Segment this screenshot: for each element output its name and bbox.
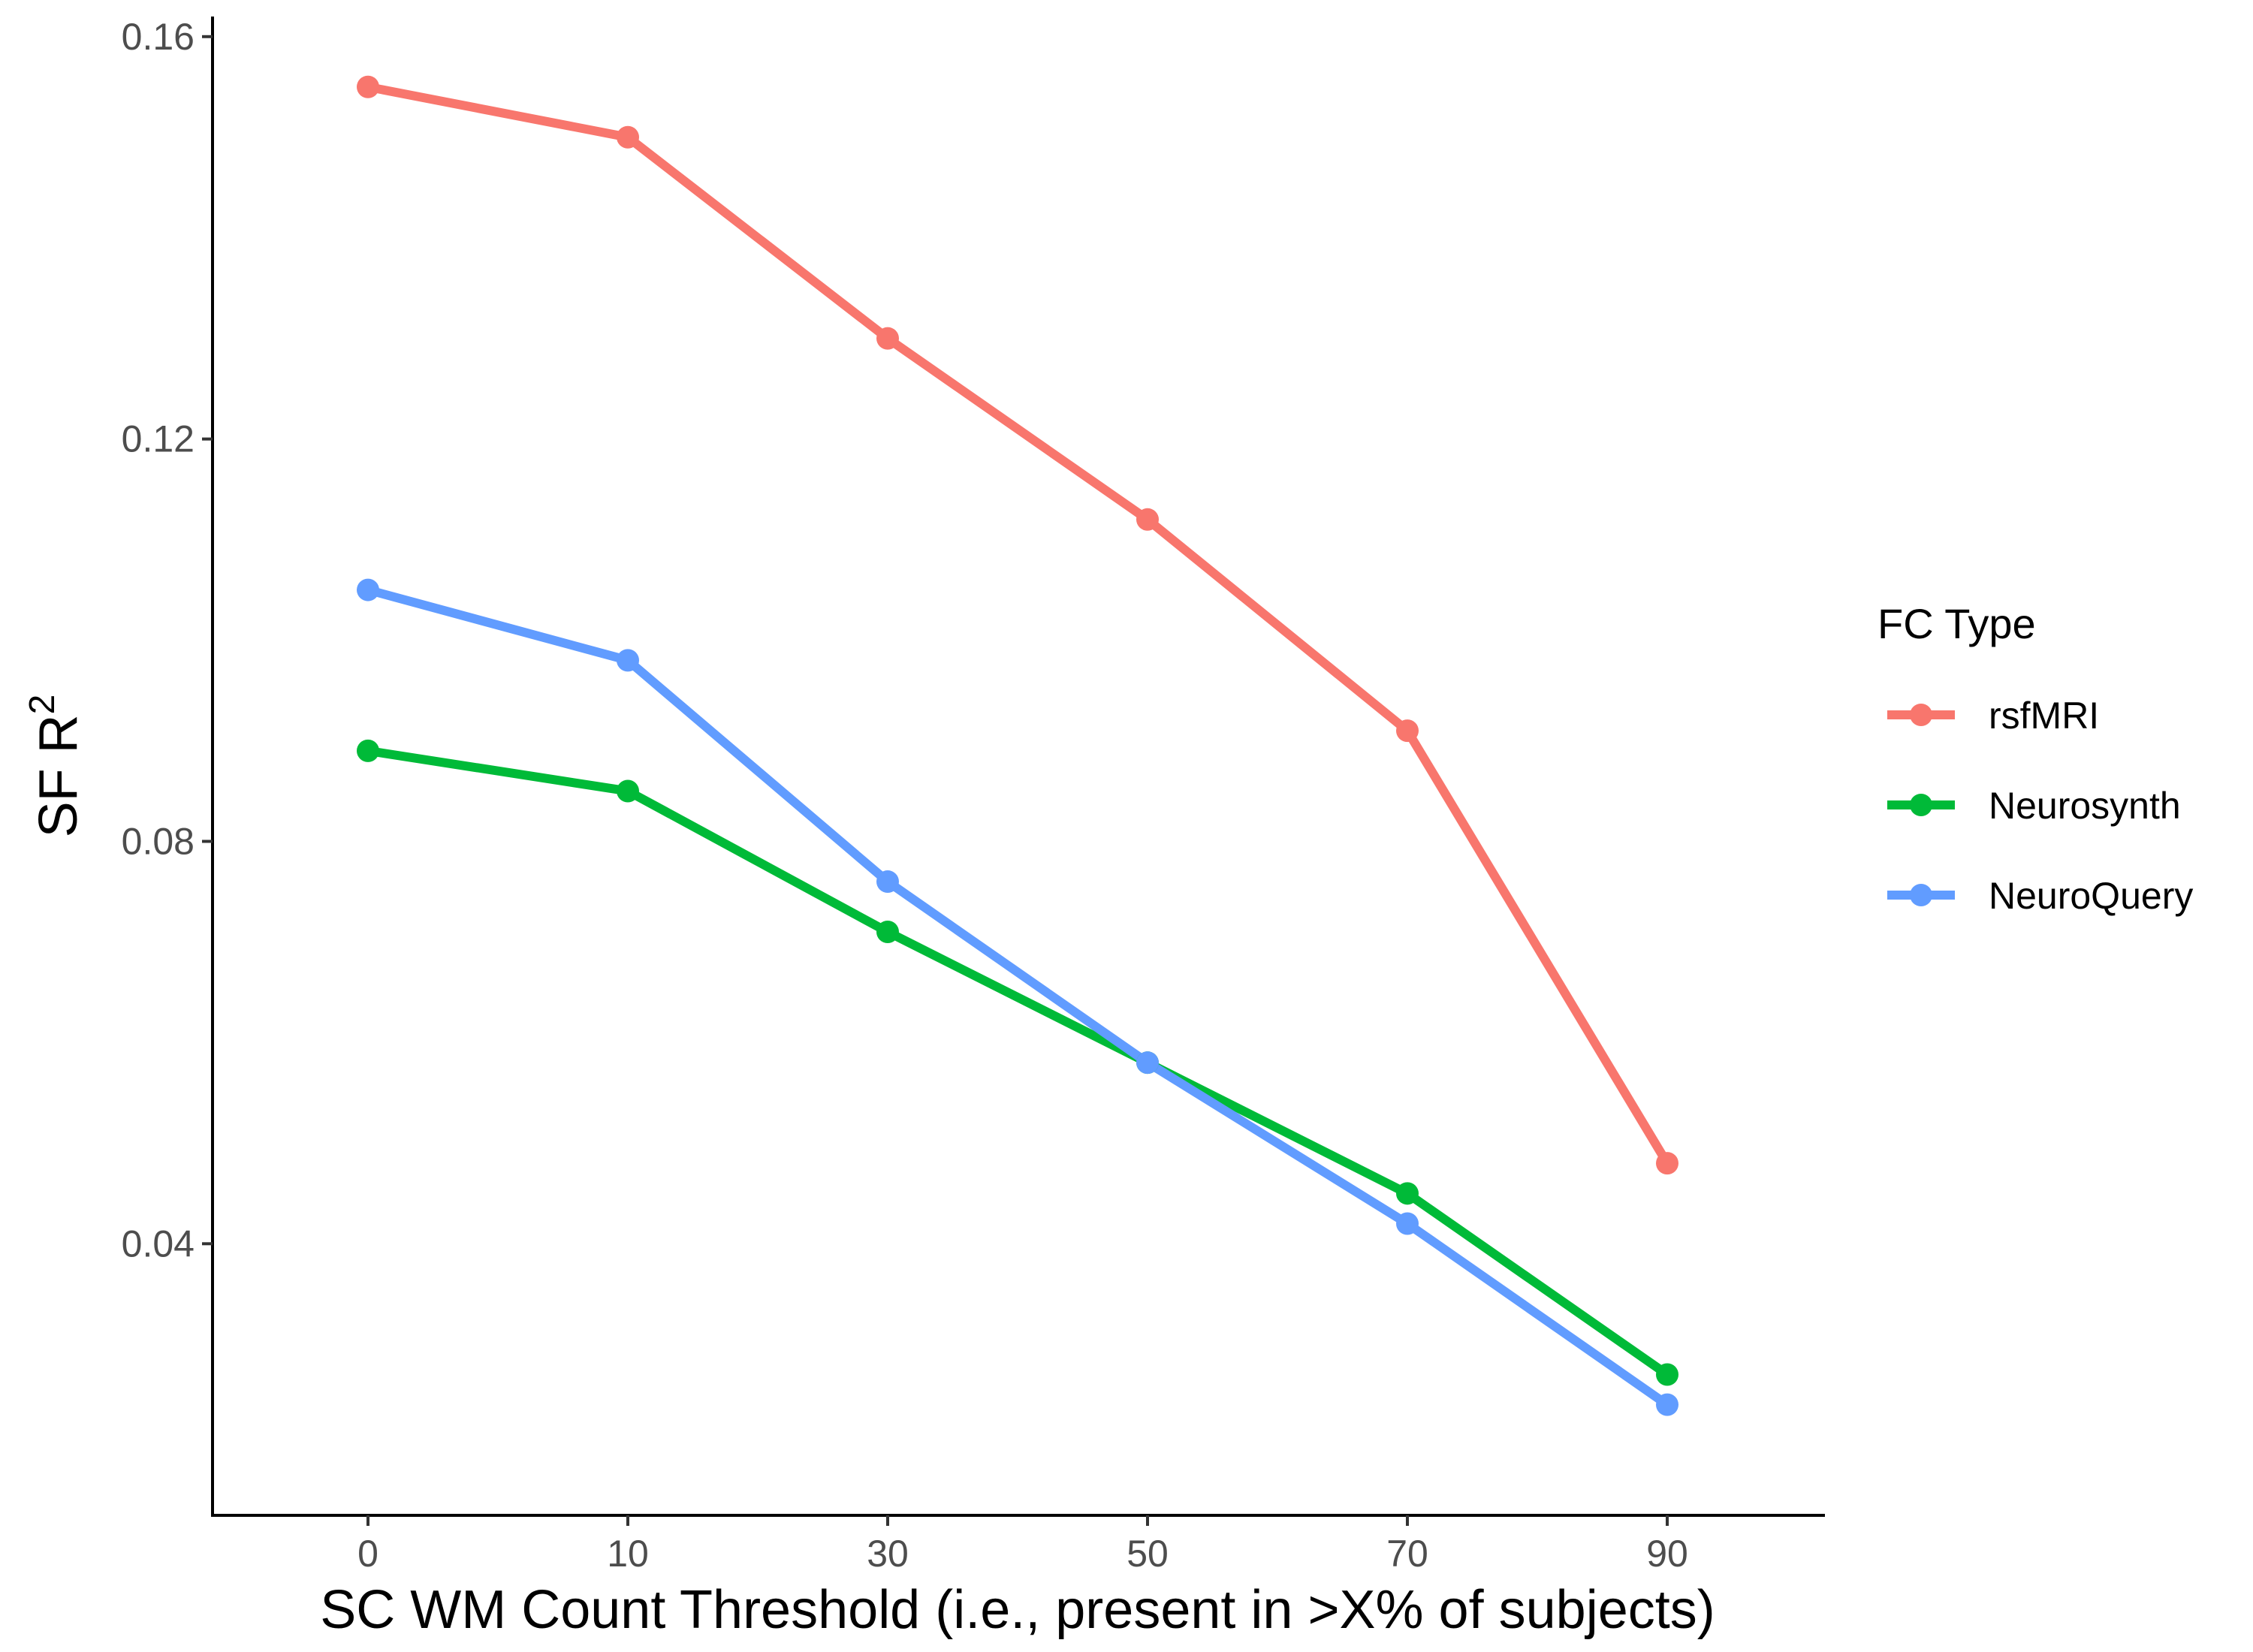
data-point-rsfmri (1396, 719, 1419, 743)
y-axis-ticks: 0.04 0.08 0.12 0.16 (122, 16, 213, 1265)
y-axis-title-superscript: 2 (23, 695, 62, 715)
y-axis-title: SF R2 (23, 695, 89, 838)
data-point-rsfmri (876, 327, 899, 350)
series-line-neuroquery (366, 585, 1670, 1409)
y-tick-label: 0.16 (122, 16, 195, 58)
data-point-rsfmri (1136, 508, 1159, 531)
x-tick-label: 90 (1646, 1533, 1688, 1575)
data-point-neuroquery (1656, 1393, 1678, 1416)
x-tick-label: 50 (1126, 1533, 1169, 1575)
legend-title: FC Type (1878, 600, 2036, 647)
data-point-neurosynth (1656, 1363, 1678, 1386)
data-point-neurosynth (1396, 1182, 1419, 1205)
legend-item-neurosynth: Neurosynth (1887, 785, 2181, 827)
legend-key-point (1910, 884, 1932, 906)
legend-label: Neurosynth (1989, 785, 2181, 827)
series-line-neurosynth (367, 746, 1670, 1379)
y-tick-label: 0.08 (122, 820, 195, 862)
x-tick-label: 30 (867, 1533, 909, 1575)
data-point-neuroquery (1136, 1051, 1159, 1075)
legend-key-point (1910, 704, 1932, 726)
series-layer (357, 75, 1678, 1416)
legend-key-point (1910, 794, 1932, 816)
legend-items: rsfMRI Neurosynth NeuroQuery (1887, 695, 2193, 917)
x-tick-label: 0 (357, 1533, 379, 1575)
data-point-neurosynth (357, 739, 379, 762)
data-point-rsfmri (357, 75, 379, 98)
data-point-neurosynth (617, 779, 639, 803)
series-line-rsfmri (366, 82, 1672, 1166)
data-point-rsfmri (1656, 1152, 1678, 1175)
legend-label: NeuroQuery (1989, 875, 2193, 917)
legend: FC Type rsfMRI Neurosynth NeuroQuery (1878, 600, 2193, 917)
data-point-neurosynth (876, 921, 899, 944)
x-tick-label: 10 (607, 1533, 649, 1575)
y-axis-title-main: SF R (29, 714, 89, 837)
legend-item-neuroquery: NeuroQuery (1887, 875, 2193, 917)
data-point-neuroquery (876, 870, 899, 894)
legend-item-rsfmri: rsfMRI (1887, 695, 2099, 737)
y-tick-label: 0.12 (122, 418, 195, 460)
y-tick-label: 0.04 (122, 1222, 195, 1265)
data-point-neuroquery (357, 578, 379, 601)
x-axis-ticks: 0 10 30 50 70 90 (357, 1515, 1688, 1575)
data-point-neuroquery (1396, 1212, 1419, 1235)
data-point-rsfmri (617, 125, 639, 149)
legend-label: rsfMRI (1989, 695, 2099, 737)
x-tick-label: 70 (1386, 1533, 1428, 1575)
data-point-neuroquery (617, 649, 639, 672)
x-axis-title: SC WM Count Threshold (i.e., present in … (320, 1580, 1715, 1640)
